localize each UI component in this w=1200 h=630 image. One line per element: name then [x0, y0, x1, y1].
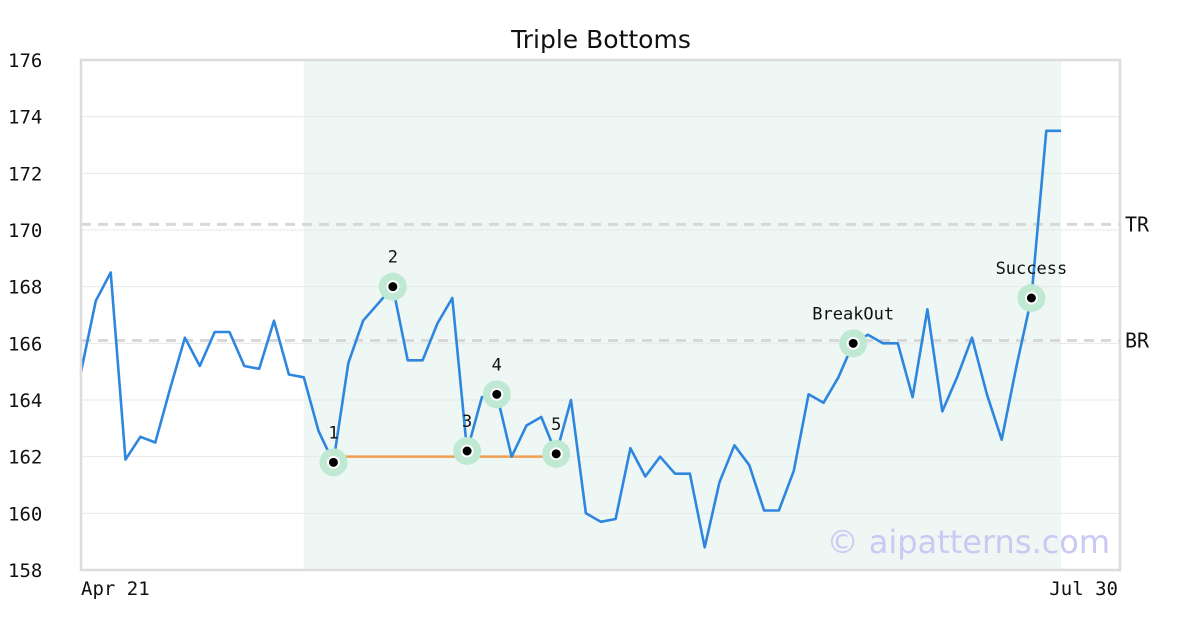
- point-label-4: 4: [492, 355, 502, 375]
- point-marker-4: [490, 387, 504, 401]
- point-marker-success: [1024, 291, 1038, 305]
- y-tick-label: 164: [8, 390, 42, 412]
- plot-frame: [79, 58, 1122, 572]
- level-lines: TR BR: [81, 212, 1150, 353]
- y-tick-label: 160: [8, 503, 42, 525]
- point-marker-5: [549, 447, 563, 461]
- x-tick-label: Apr 21: [81, 578, 150, 600]
- point-label-1: 1: [328, 423, 338, 443]
- level-label-tr: TR: [1125, 212, 1150, 236]
- y-axis-ticks: 158 160 162 164 166 168 170 172 174 176: [8, 50, 42, 582]
- level-label-br: BR: [1125, 329, 1150, 353]
- point-label-success: Success: [996, 259, 1068, 279]
- y-tick-label: 166: [8, 333, 42, 355]
- price-line: [79, 129, 1062, 549]
- pattern-region-band: [303, 60, 1062, 570]
- chart-title: Triple Bottoms: [510, 25, 691, 54]
- point-label-2: 2: [388, 248, 398, 268]
- pattern-region: [303, 60, 1062, 570]
- point-marker-2: [386, 280, 400, 294]
- x-tick-label: Jul 30: [1049, 578, 1118, 600]
- y-tick-label: 172: [8, 163, 42, 185]
- x-axis-ticks: Apr 21 Jul 30: [81, 578, 1118, 600]
- y-tick-label: 176: [8, 50, 42, 72]
- y-tick-label: 168: [8, 277, 42, 299]
- point-label-breakout: BreakOut: [812, 304, 894, 324]
- point-marker-1: [326, 455, 340, 469]
- point-marker-3: [460, 444, 474, 458]
- price-series: [79, 129, 1062, 549]
- y-tick-label: 162: [8, 447, 42, 469]
- pattern-points: 1 2 3 4 5 BreakOut Success: [319, 248, 1067, 477]
- watermark: © aipatterns.com: [827, 523, 1110, 561]
- y-tick-label: 158: [8, 560, 42, 582]
- y-tick-label: 174: [8, 107, 42, 129]
- point-label-5: 5: [551, 415, 561, 435]
- point-label-3: 3: [462, 412, 472, 432]
- point-marker-breakout: [846, 336, 860, 350]
- y-tick-label: 170: [8, 220, 42, 242]
